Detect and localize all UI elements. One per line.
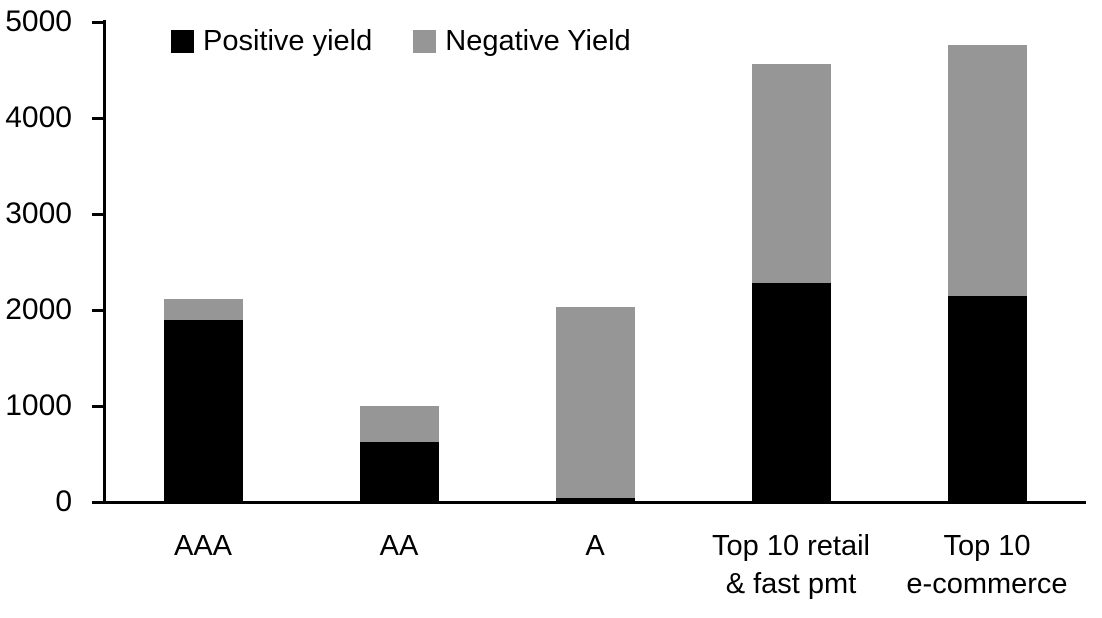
x-axis-label: AAA	[173, 530, 233, 562]
y-axis-tick	[92, 404, 105, 408]
legend: Positive yield Negative Yield	[171, 25, 631, 58]
bar-segment-negative-yield	[555, 307, 635, 499]
y-axis-tick	[92, 116, 105, 120]
legend-marker-icon	[413, 30, 437, 53]
y-axis-tick	[92, 20, 105, 24]
legend-marker-icon	[171, 30, 194, 53]
legend-item: Positive yield	[171, 25, 372, 58]
bar-segment-positive-yield	[947, 295, 1027, 502]
y-tick-label: 3000	[5, 197, 72, 230]
x-axis-label: AA	[379, 530, 419, 562]
y-axis-tick	[92, 212, 105, 216]
legend-label: Positive yield	[203, 25, 373, 57]
bar-segment-positive-yield	[359, 442, 439, 502]
y-tick-label: 1000	[5, 389, 72, 422]
y-tick-label: 4000	[5, 101, 72, 134]
y-axis-labels: 0 1000 2000 3000 4000 5000	[0, 5, 85, 518]
y-tick-label: 2000	[5, 293, 72, 326]
bar-segment-negative-yield	[751, 64, 831, 284]
bar-segment-positive-yield	[555, 498, 635, 502]
x-axis-label: A	[585, 530, 605, 562]
bar-segment-negative-yield	[359, 406, 439, 443]
bar-segment-negative-yield	[163, 298, 243, 320]
x-axis-labels: AAA AA A Top 10 retail & fast pmt Top 10 e-c…	[105, 527, 1085, 612]
legend-label: Negative Yield	[445, 25, 631, 57]
bar-segment-positive-yield	[751, 283, 831, 502]
bar-segment-positive-yield	[163, 319, 243, 502]
legend-item: Negative Yield	[413, 25, 631, 58]
x-axis-label: Top 10 retail & fast pmt	[712, 530, 870, 600]
y-tick-label: 5000	[5, 5, 72, 38]
x-axis-label: Top 10 e-commerce	[906, 530, 1068, 600]
bar-segment-negative-yield	[947, 45, 1027, 296]
x-axis-line	[92, 501, 1086, 504]
y-axis-line	[103, 20, 106, 504]
y-axis-tick	[92, 308, 105, 312]
y-tick-label: 0	[55, 485, 72, 518]
plot-area	[105, 22, 1085, 502]
